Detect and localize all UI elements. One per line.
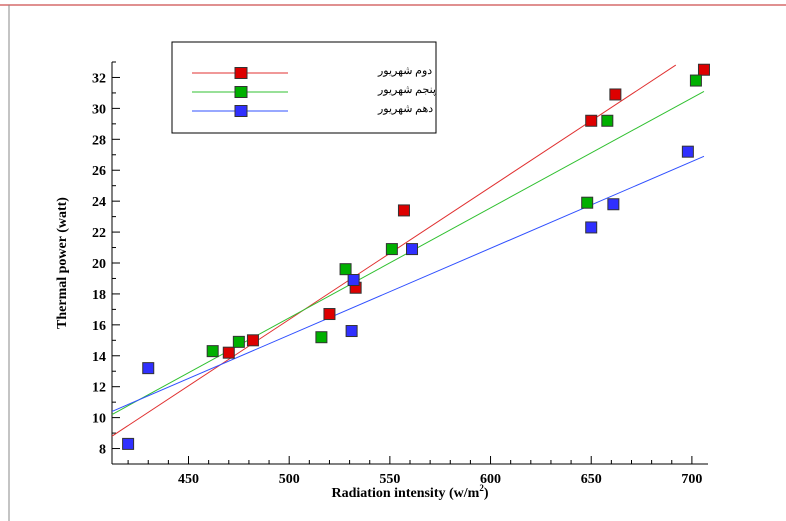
legend-marker-series-1 xyxy=(234,67,248,79)
y-tick-label: 32 xyxy=(92,71,106,86)
data-point-series-2 xyxy=(601,114,614,127)
data-point-series-3 xyxy=(347,274,360,287)
y-tick-label: 14 xyxy=(92,350,106,365)
data-point-series-3 xyxy=(406,243,419,256)
data-point-series-2 xyxy=(339,263,352,276)
legend-marker-series-3 xyxy=(234,105,248,117)
y-tick-label: 18 xyxy=(92,288,106,303)
data-point-series-2 xyxy=(581,196,594,209)
y-tick-label: 8 xyxy=(99,443,106,458)
legend-label-series-1: دوم شهریور xyxy=(377,65,432,77)
y-tick-label: 24 xyxy=(92,195,106,210)
data-point-series-2 xyxy=(385,243,398,256)
data-point-series-1 xyxy=(697,63,710,76)
x-tick-label: 500 xyxy=(279,472,300,487)
legend-marker-series-2 xyxy=(234,86,248,98)
data-point-series-1 xyxy=(585,114,598,127)
legend-label-series-3: دهم شهریور xyxy=(377,103,433,115)
y-tick-label: 26 xyxy=(92,164,106,179)
data-point-series-3 xyxy=(142,362,155,375)
legend-box xyxy=(171,41,437,134)
x-tick-label: 450 xyxy=(178,472,199,487)
data-point-series-1 xyxy=(397,204,410,217)
data-point-series-1 xyxy=(222,346,235,359)
fit-line-series-3 xyxy=(111,155,705,412)
data-point-series-3 xyxy=(585,221,598,234)
y-tick-label: 16 xyxy=(92,319,106,334)
data-point-series-1 xyxy=(246,334,259,347)
data-point-series-2 xyxy=(315,331,328,344)
y-tick-label: 20 xyxy=(92,257,106,272)
data-point-series-2 xyxy=(206,345,219,358)
x-axis-label: Radiation intensity (w/m2) xyxy=(332,483,489,501)
y-tick-label: 10 xyxy=(92,412,106,427)
data-point-series-2 xyxy=(689,74,702,87)
x-tick-label: 650 xyxy=(581,472,602,487)
x-tick-label: 700 xyxy=(681,472,702,487)
y-tick-label: 22 xyxy=(92,226,106,241)
x-tick-label: 550 xyxy=(379,472,400,487)
data-point-series-2 xyxy=(232,335,245,348)
data-point-series-3 xyxy=(122,437,135,450)
x-tick-label: 600 xyxy=(480,472,501,487)
data-point-series-3 xyxy=(607,198,620,211)
data-points xyxy=(122,63,710,450)
y-tick-label: 28 xyxy=(92,133,106,148)
y-axis-label: Thermal power (watt) xyxy=(55,197,70,329)
y-ticks: 8 10 12 14 16 18 20 22 24 26 28 30 32 xyxy=(92,61,120,458)
legend: دوم شهریور پنجم شهریور دهم شهریور xyxy=(171,41,437,134)
data-point-series-1 xyxy=(609,88,622,101)
data-point-series-3 xyxy=(345,325,358,338)
x-axis-label-close: ) xyxy=(484,486,489,501)
x-axis-label-main: Radiation intensity (w/m xyxy=(332,486,480,501)
x-ticks: 450 500 550 600 650 700 xyxy=(127,456,702,487)
y-tick-label: 30 xyxy=(92,102,106,117)
legend-label-series-2: پنجم شهریور xyxy=(377,84,436,96)
data-point-series-1 xyxy=(323,308,336,321)
y-tick-label: 12 xyxy=(92,381,106,396)
x-axis-label-sup: 2 xyxy=(479,483,484,493)
data-point-series-3 xyxy=(681,145,694,158)
